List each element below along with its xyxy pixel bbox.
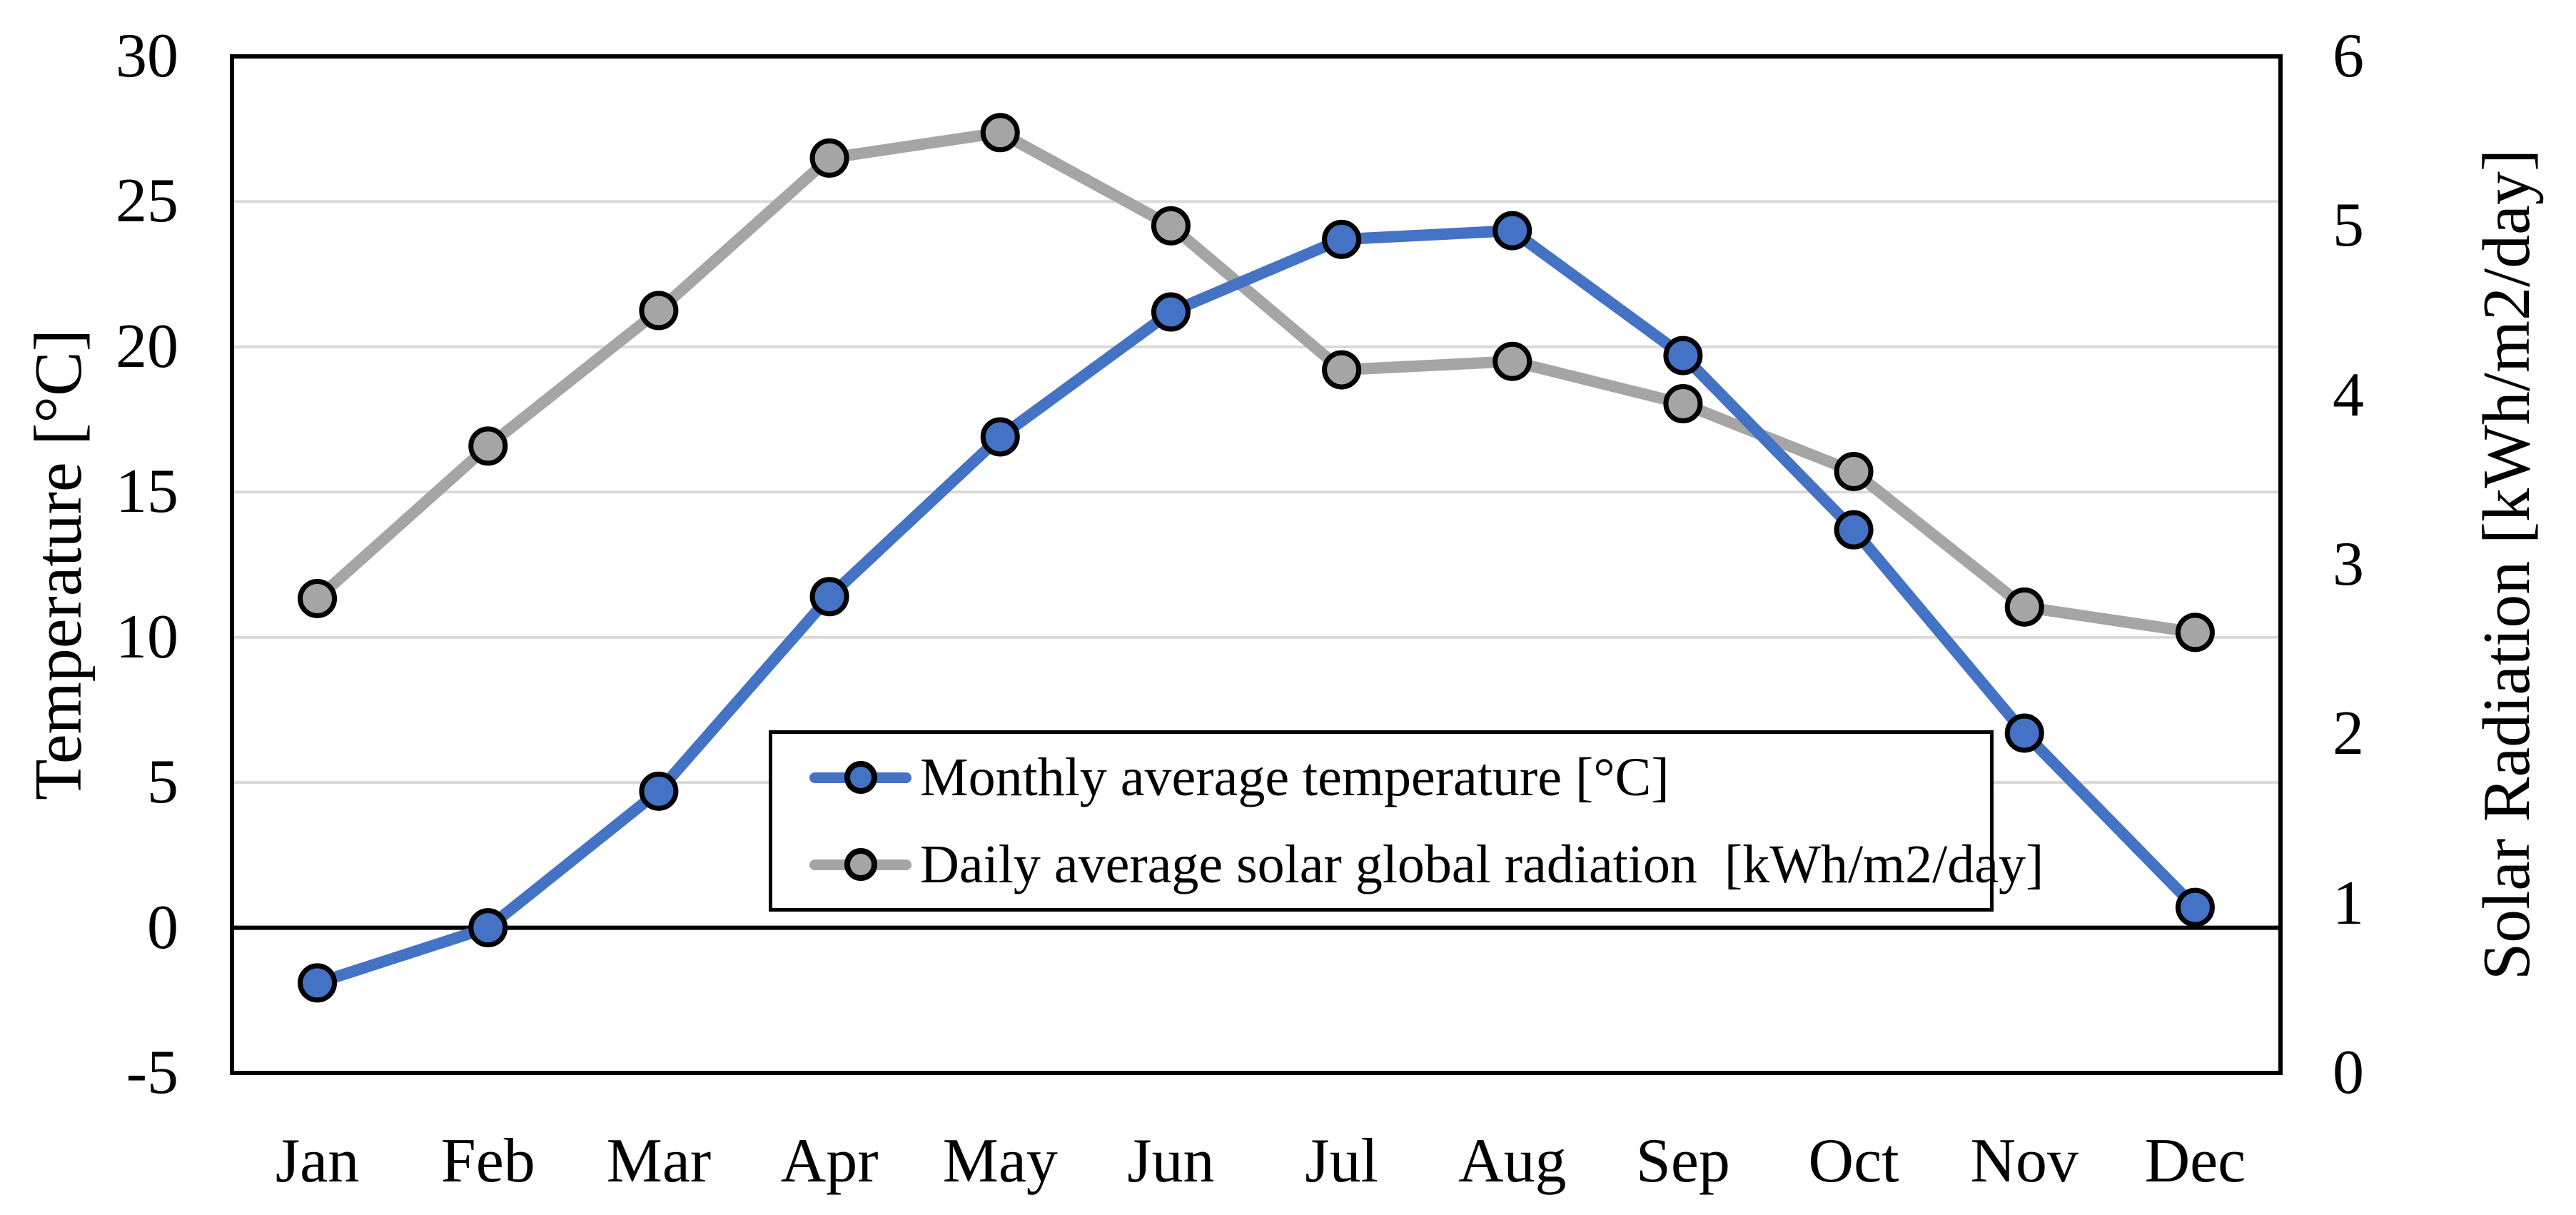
series-1-marker-Oct [1834, 451, 1874, 491]
series-0-marker-Apr [809, 577, 849, 617]
series-1-marker-Jul [1322, 350, 1362, 390]
legend-label-temperature: Monthly average temperature [°C] [920, 747, 1670, 807]
left-tick-5: 5 [147, 747, 178, 817]
series-0-marker-Sep [1663, 336, 1703, 375]
series-0-marker-Feb [468, 908, 508, 948]
series-0-marker-Dec [2175, 887, 2215, 927]
temperature-series-swatch [809, 761, 911, 794]
series-0-marker-Jul [1322, 219, 1362, 259]
series-0-marker-Nov [2004, 713, 2044, 753]
series-1-marker-Jan [298, 578, 338, 618]
left-tick-25: 25 [116, 166, 178, 236]
series-line-0 [311, 225, 2201, 989]
right-tick-5: 5 [2333, 191, 2364, 261]
month-label-Oct: Oct [1808, 1126, 1899, 1196]
month-label-Aug: Aug [1458, 1126, 1567, 1196]
right-tick-2: 2 [2333, 699, 2364, 769]
series-0-marker-Jan [298, 963, 338, 1003]
series-0-marker-Jun [1151, 292, 1191, 332]
series-1-marker-Dec [2175, 612, 2215, 652]
month-label-Dec: Dec [2144, 1126, 2246, 1196]
series-1-marker-Jun [1151, 206, 1191, 246]
month-label-Nov: Nov [1970, 1126, 2079, 1196]
month-label-Jul: Jul [1305, 1126, 1378, 1196]
series-1-marker-Feb [468, 426, 508, 466]
month-label-Sep: Sep [1635, 1126, 1730, 1196]
plot-border [230, 54, 2283, 1075]
left-tick-10: 10 [116, 602, 178, 672]
legend-label-radiation: Daily average solar global radiation [kW… [920, 834, 2044, 894]
radiation-series-swatch [809, 848, 911, 881]
series-0-marker-May [980, 417, 1020, 457]
month-label-Feb: Feb [440, 1126, 535, 1196]
legend: Monthly average temperature [°C] Daily a… [769, 730, 2044, 912]
month-label-Jun: Jun [1127, 1126, 1215, 1196]
left-axis-title: Temperature [°C] [21, 329, 96, 800]
left-tick-15: 15 [116, 457, 178, 527]
series-1-marker-May [980, 113, 1020, 153]
series-1-marker-Nov [2004, 587, 2044, 627]
right-tick-6: 6 [2333, 21, 2364, 91]
series-1-marker-Aug [1492, 341, 1532, 381]
left-tick-20: 20 [116, 311, 178, 381]
right-tick-1: 1 [2333, 868, 2364, 938]
series-1-marker-Mar [639, 291, 679, 331]
series-0-marker-Oct [1834, 510, 1874, 550]
series-0-marker-Mar [639, 771, 679, 811]
left-tick--5: -5 [126, 1038, 178, 1107]
legend-item-radiation: Daily average solar global radiation [kW… [809, 834, 2044, 896]
series-1-marker-Apr [809, 138, 849, 178]
right-axis-title: Solar Radiation [kWh/m2/day] [2470, 148, 2544, 981]
right-tick-4: 4 [2333, 360, 2364, 430]
legend-item-temperature: Monthly average temperature [°C] [809, 747, 1990, 809]
month-label-Jan: Jan [275, 1126, 360, 1196]
month-label-Apr: Apr [780, 1126, 879, 1196]
left-tick-0: 0 [147, 892, 178, 962]
month-label-Mar: Mar [606, 1126, 712, 1196]
right-tick-0: 0 [2333, 1038, 2364, 1107]
series-line-1 [311, 126, 2201, 638]
radiation-marker-icon [844, 848, 877, 881]
left-tick-30: 30 [116, 21, 178, 91]
series-1-marker-Sep [1663, 384, 1703, 424]
right-tick-3: 3 [2333, 530, 2364, 599]
month-label-May: May [942, 1126, 1058, 1196]
series-0-marker-Aug [1492, 211, 1532, 251]
temperature-marker-icon [844, 761, 877, 794]
